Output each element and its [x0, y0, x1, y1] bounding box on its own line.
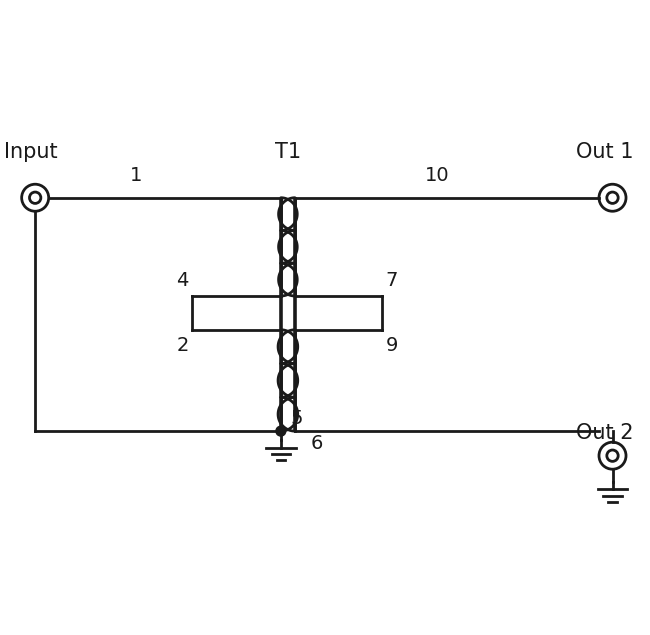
Text: 5: 5: [290, 409, 302, 428]
Text: T1: T1: [274, 142, 301, 163]
Text: 7: 7: [385, 271, 398, 290]
Text: Out 2: Out 2: [576, 423, 633, 443]
Text: Input: Input: [5, 142, 58, 163]
Text: 10: 10: [425, 166, 450, 185]
Text: 2: 2: [176, 336, 188, 355]
Circle shape: [276, 426, 286, 436]
Text: 9: 9: [385, 336, 398, 355]
Text: Out 1: Out 1: [576, 142, 633, 163]
Text: 4: 4: [176, 271, 188, 290]
Text: 1: 1: [130, 166, 143, 185]
Text: 6: 6: [310, 434, 322, 453]
